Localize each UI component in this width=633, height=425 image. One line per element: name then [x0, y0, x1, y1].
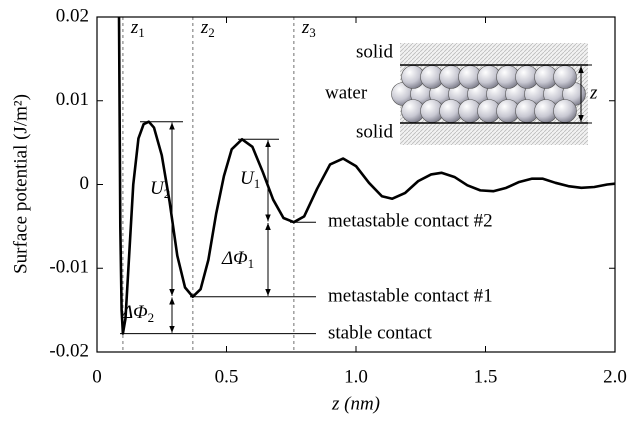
reference-label: z2 — [200, 17, 215, 40]
reference-label-sub: 3 — [309, 25, 316, 40]
annotation: metastable contact #2 — [328, 210, 493, 231]
x-tick-label: 0 — [92, 366, 102, 387]
molecule — [553, 65, 577, 89]
reference-label-sub: 1 — [138, 25, 145, 40]
x-tick-label: 1.5 — [474, 366, 498, 387]
molecule — [553, 99, 577, 123]
inset-diagram: z solid water solid — [325, 41, 598, 145]
water-molecules — [391, 65, 586, 123]
reference-label-text: z — [301, 17, 310, 38]
y-tick-label: 0 — [80, 173, 90, 194]
y-tick-label: -0.02 — [49, 340, 89, 361]
x-axis-label: z (nm) — [331, 393, 380, 414]
solid-label: solid — [356, 121, 393, 142]
reference-label-text: z — [200, 17, 209, 38]
reference-label-sub: 2 — [208, 25, 215, 40]
y-tick-label: -0.01 — [49, 257, 89, 278]
annotation: ΔΦ1 — [221, 248, 254, 271]
annotation: U1 — [240, 168, 260, 191]
data-line — [117, 17, 615, 335]
y-axis-label: Surface potential (J/m²) — [10, 94, 31, 274]
gap-label: z — [589, 82, 598, 103]
y-tick-label: 0.02 — [56, 5, 89, 26]
x-tick-label: 1.0 — [344, 366, 368, 387]
solid-label: solid — [356, 41, 393, 62]
y-tick-label: 0.01 — [56, 89, 89, 110]
reference-label: z3 — [301, 17, 316, 40]
reference-label: z1 — [130, 17, 145, 40]
x-tick-label: 0.5 — [215, 366, 239, 387]
annotation: ΔΦ2 — [121, 302, 154, 325]
water-label: water — [325, 82, 368, 103]
x-tick-label: 2.0 — [603, 366, 627, 387]
annotation: metastable contact #1 — [328, 285, 493, 306]
reference-label-text: z — [130, 17, 139, 38]
annotation: stable contact — [328, 322, 433, 343]
annotations — [120, 121, 316, 335]
